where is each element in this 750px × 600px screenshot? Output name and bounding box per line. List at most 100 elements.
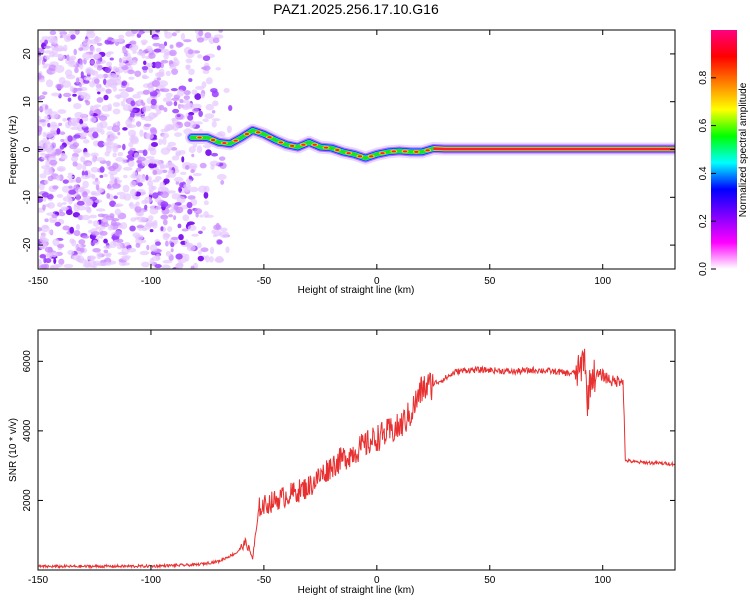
noise-blob	[132, 94, 142, 99]
x-tick-label: -50	[257, 575, 272, 586]
spectrogram-noise	[38, 30, 233, 269]
noise-blob	[117, 251, 127, 255]
spectrogram-y-label: Frequency (Hz)	[8, 116, 19, 185]
noise-blob	[160, 59, 169, 64]
noise-blob	[136, 174, 146, 183]
noise-blob	[38, 242, 48, 250]
noise-blob	[145, 222, 156, 228]
noise-blob	[106, 160, 111, 167]
noise-blob	[104, 261, 110, 266]
noise-blob	[118, 88, 127, 92]
noise-blob	[40, 263, 48, 269]
noise-blob	[132, 50, 137, 54]
noise-blob	[132, 171, 138, 178]
y-tick-label: 0	[22, 146, 33, 152]
noise-blob	[60, 138, 65, 143]
noise-blob	[49, 219, 58, 223]
noise-blob	[112, 66, 119, 72]
noise-blob	[42, 224, 49, 229]
noise-blob	[96, 251, 102, 260]
noise-blob	[114, 208, 121, 216]
noise-blob	[88, 229, 93, 233]
noise-blob	[76, 200, 85, 206]
noise-blob	[74, 111, 84, 118]
x-tick-label: 50	[484, 575, 496, 586]
noise-blob	[86, 206, 92, 214]
noise-blob	[160, 214, 169, 220]
noise-blob	[54, 45, 65, 52]
noise-blob	[48, 229, 53, 235]
noise-blob	[55, 83, 64, 90]
noise-blob	[127, 157, 135, 161]
noise-blob	[137, 156, 146, 162]
noise-blob	[155, 241, 161, 246]
noise-blob	[141, 102, 146, 106]
noise-blob	[168, 49, 177, 57]
noise-blob	[112, 108, 121, 115]
noise-blob	[126, 247, 137, 253]
noise-blob	[96, 122, 104, 131]
noise-blob	[122, 127, 128, 131]
noise-blob	[47, 175, 54, 182]
noise-blob	[198, 30, 204, 37]
noise-blob	[114, 230, 123, 237]
noise-blob	[151, 80, 160, 88]
noise-blob	[199, 214, 204, 218]
noise-blob	[182, 214, 190, 222]
y-tick-label: 10	[22, 96, 33, 108]
ridge-hotspot-core	[357, 155, 363, 158]
noise-blob	[114, 203, 120, 208]
noise-blob	[107, 36, 113, 41]
noise-blob	[160, 226, 164, 232]
noise-blob	[147, 62, 153, 68]
noise-blob	[56, 166, 66, 172]
noise-blob	[116, 191, 126, 196]
noise-blob	[72, 142, 80, 148]
noise-blob	[41, 232, 47, 238]
noise-blob	[161, 264, 171, 269]
ridge-hotspot-core	[256, 131, 261, 134]
noise-blob	[191, 153, 195, 158]
noise-blob	[89, 214, 97, 219]
noise-blob	[67, 172, 74, 176]
noise-blob	[183, 95, 191, 100]
noise-blob	[209, 246, 215, 255]
noise-blob	[212, 37, 220, 44]
noise-blob	[190, 265, 195, 269]
noise-blob	[171, 193, 181, 200]
noise-blob	[193, 208, 203, 215]
ridge-hotspot-core	[244, 132, 250, 135]
noise-blob	[96, 97, 104, 103]
noise-blob	[129, 180, 137, 188]
noise-blob	[203, 200, 209, 206]
noise-blob	[163, 30, 168, 35]
x-tick-label: -150	[28, 276, 48, 287]
noise-blob	[73, 150, 81, 154]
noise-blob	[58, 211, 66, 217]
noise-blob	[62, 179, 69, 184]
noise-blob	[127, 150, 135, 155]
noise-blob	[96, 74, 105, 79]
ridge-hotspot-core	[301, 143, 306, 146]
noise-blob	[74, 30, 80, 35]
noise-blob	[189, 186, 199, 193]
noise-blob	[119, 222, 128, 230]
noise-blob	[80, 174, 91, 180]
noise-blob	[56, 128, 61, 135]
noise-blob	[163, 41, 168, 47]
noise-blob	[50, 121, 58, 127]
noise-blob	[39, 105, 43, 113]
noise-blob	[157, 186, 164, 193]
noise-blob	[51, 92, 60, 97]
noise-blob	[102, 219, 109, 223]
noise-blob	[212, 100, 219, 107]
snr-y-label: SNR (10 * v/v)	[8, 418, 19, 482]
noise-blob	[123, 193, 132, 201]
noise-blob	[90, 59, 95, 65]
noise-blob	[168, 60, 174, 65]
noise-blob	[46, 147, 56, 155]
snr-x-label: Height of straight line (km)	[298, 585, 415, 596]
noise-blob	[184, 253, 190, 262]
noise-blob	[220, 180, 225, 185]
